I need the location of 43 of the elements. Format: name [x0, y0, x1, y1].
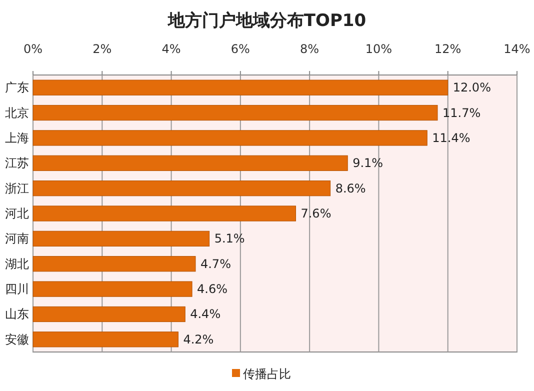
data-label: 5.1%	[214, 232, 245, 246]
y-tick-label: 山东	[5, 307, 29, 322]
data-label: 11.7%	[442, 106, 481, 120]
bar	[32, 332, 178, 348]
bar	[32, 155, 348, 171]
y-tick-label: 江苏	[5, 156, 29, 170]
y-tick-label: 安徽	[5, 332, 29, 346]
chart-title: 地方门户地域分布TOP10	[166, 11, 366, 31]
legend-label: 传播占比	[243, 367, 291, 381]
x-tick-label: 8%	[300, 42, 320, 56]
x-tick-label: 10%	[365, 42, 392, 56]
data-label: 8.6%	[335, 181, 366, 196]
bar	[32, 281, 192, 297]
x-tick-label: 12%	[434, 42, 462, 56]
bar	[32, 206, 296, 222]
y-tick-label: 上海	[5, 130, 29, 145]
bar	[32, 80, 448, 96]
x-tick-label: 4%	[162, 42, 181, 56]
bar	[32, 104, 438, 121]
x-tick-label: 6%	[230, 42, 250, 56]
data-label: 11.4%	[432, 130, 470, 145]
data-label: 4.4%	[190, 307, 221, 322]
bar	[32, 256, 196, 272]
data-label: 9.1%	[352, 156, 384, 170]
y-tick-label: 广东	[5, 80, 29, 95]
data-label: 4.2%	[183, 332, 214, 346]
data-label: 7.6%	[300, 206, 332, 220]
x-tick-label: 2%	[92, 42, 112, 56]
x-tick-label: 0%	[23, 42, 43, 56]
y-tick-label: 北京	[5, 106, 29, 120]
bar	[32, 230, 210, 246]
data-label: 4.7%	[200, 256, 231, 271]
y-tick-label: 湖北	[5, 256, 29, 271]
bar	[32, 130, 428, 146]
data-label: 4.6%	[197, 282, 228, 296]
data-label: 12.0%	[452, 80, 491, 95]
bar	[32, 306, 186, 322]
bar	[32, 180, 331, 196]
y-tick-label: 四川	[5, 282, 29, 296]
y-tick-label: 浙江	[5, 181, 29, 196]
y-tick-label: 河北	[5, 206, 29, 220]
y-tick-label: 河南	[5, 232, 29, 246]
x-tick-label: 14%	[504, 42, 530, 56]
